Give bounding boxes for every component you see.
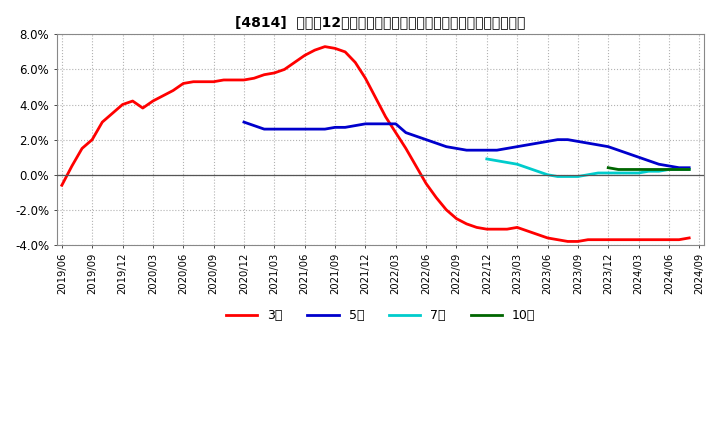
5年 xyxy=(392,121,400,126)
5年 xyxy=(290,126,299,132)
5年 xyxy=(685,165,693,170)
5年 xyxy=(300,126,309,132)
3年 xyxy=(503,227,511,232)
5年 xyxy=(472,147,481,153)
5年 xyxy=(513,144,521,149)
5年 xyxy=(412,133,420,139)
7年 xyxy=(503,160,511,165)
10年 xyxy=(634,167,643,172)
10年 xyxy=(675,167,683,172)
10年 xyxy=(665,167,673,172)
7年 xyxy=(634,170,643,176)
5年 xyxy=(320,126,329,132)
5年 xyxy=(604,144,613,149)
5年 xyxy=(594,142,603,147)
5年 xyxy=(654,161,663,167)
3年 xyxy=(675,237,683,242)
7年 xyxy=(624,170,633,176)
5年 xyxy=(462,147,471,153)
7年 xyxy=(492,158,501,163)
7年 xyxy=(513,161,521,167)
7年 xyxy=(553,174,562,179)
5年 xyxy=(644,158,653,163)
5年 xyxy=(442,144,451,149)
5年 xyxy=(614,147,623,153)
7年 xyxy=(564,174,572,179)
5年 xyxy=(422,137,431,142)
3年 xyxy=(320,44,329,49)
7年 xyxy=(604,170,613,176)
5年 xyxy=(280,126,289,132)
7年 xyxy=(523,165,531,170)
7年 xyxy=(644,169,653,174)
5年 xyxy=(270,126,279,132)
3年 xyxy=(361,76,369,81)
Title: [4814]  売上高12か月移動合計の対前年同期増減率の平均値の推移: [4814] 売上高12か月移動合計の対前年同期増減率の平均値の推移 xyxy=(235,15,526,29)
Line: 7年: 7年 xyxy=(487,159,689,176)
7年 xyxy=(574,174,582,179)
7年 xyxy=(665,167,673,172)
3年 xyxy=(230,77,238,83)
5年 xyxy=(330,125,339,130)
7年 xyxy=(594,170,603,176)
5年 xyxy=(533,140,541,146)
10年 xyxy=(644,167,653,172)
3年 xyxy=(250,76,258,81)
10年 xyxy=(604,165,613,170)
3年 xyxy=(685,235,693,241)
5年 xyxy=(574,139,582,144)
5年 xyxy=(372,121,380,126)
5年 xyxy=(634,154,643,160)
5年 xyxy=(503,146,511,151)
5年 xyxy=(523,142,531,147)
7年 xyxy=(685,167,693,172)
5年 xyxy=(543,139,552,144)
10年 xyxy=(654,167,663,172)
7年 xyxy=(543,172,552,177)
3年 xyxy=(58,183,66,188)
5年 xyxy=(250,123,258,128)
7年 xyxy=(533,169,541,174)
5年 xyxy=(553,137,562,142)
5年 xyxy=(492,147,501,153)
5年 xyxy=(675,165,683,170)
3年 xyxy=(564,239,572,244)
5年 xyxy=(310,126,319,132)
Line: 10年: 10年 xyxy=(608,168,689,169)
10年 xyxy=(624,167,633,172)
5年 xyxy=(361,121,369,126)
7年 xyxy=(584,172,593,177)
5年 xyxy=(382,121,390,126)
Line: 3年: 3年 xyxy=(62,47,689,242)
5年 xyxy=(402,130,410,135)
3年 xyxy=(382,114,390,120)
7年 xyxy=(654,169,663,174)
Line: 5年: 5年 xyxy=(244,122,689,168)
Legend: 3年, 5年, 7年, 10年: 3年, 5年, 7年, 10年 xyxy=(221,304,541,327)
7年 xyxy=(675,167,683,172)
5年 xyxy=(482,147,491,153)
7年 xyxy=(482,156,491,161)
5年 xyxy=(432,140,441,146)
5年 xyxy=(564,137,572,142)
5年 xyxy=(665,163,673,169)
7年 xyxy=(614,170,623,176)
5年 xyxy=(624,151,633,156)
5年 xyxy=(341,125,349,130)
5年 xyxy=(351,123,359,128)
5年 xyxy=(584,140,593,146)
10年 xyxy=(614,167,623,172)
5年 xyxy=(260,126,269,132)
10年 xyxy=(685,167,693,172)
5年 xyxy=(240,119,248,125)
5年 xyxy=(452,146,461,151)
